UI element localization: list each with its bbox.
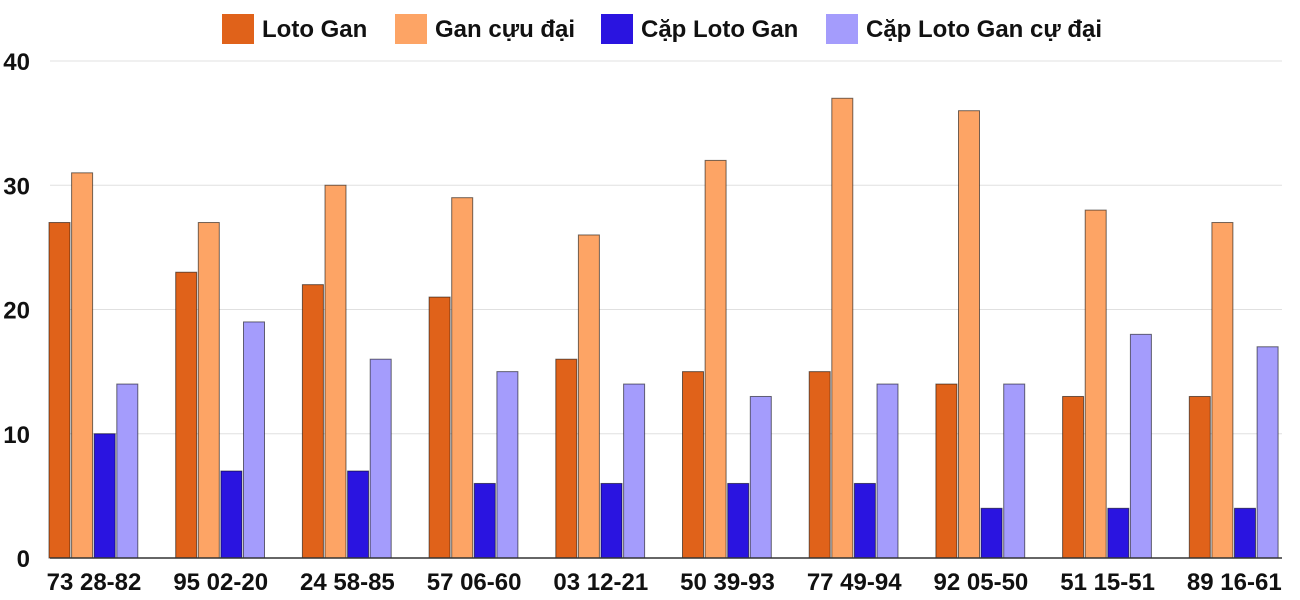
x-tick-label: 89 16-61 <box>1187 569 1282 596</box>
y-tick-label: 40 <box>3 49 30 76</box>
bar-group <box>48 172 139 559</box>
legend-label: Cặp Loto Gan cự đại <box>866 16 1102 43</box>
bar <box>1256 346 1279 559</box>
bar <box>369 358 392 559</box>
legend-item: Cặp Loto Gan <box>601 14 798 44</box>
bar <box>1234 507 1256 559</box>
bar <box>808 371 831 559</box>
bar <box>555 358 578 559</box>
x-tick-label: 50 39-93 <box>680 569 775 596</box>
y-axis: 0 10 20 30 40 <box>3 49 30 573</box>
bar <box>876 383 899 559</box>
bar <box>48 222 71 559</box>
bar <box>704 159 727 559</box>
bar <box>93 433 116 559</box>
legend: Loto Gan Gan cựu đại Cặp Loto Gan Cặp Loto … <box>222 14 1102 44</box>
bar <box>451 197 474 559</box>
y-tick-label: 10 <box>3 422 30 449</box>
x-tick-label: 51 15-51 <box>1060 569 1155 596</box>
bar <box>958 110 980 559</box>
x-tick-label: 03 12-21 <box>553 569 648 596</box>
bar <box>1062 395 1085 559</box>
x-tick-label: 77 49-94 <box>807 569 902 596</box>
bar-group <box>1188 222 1279 559</box>
legend-label: Cặp Loto Gan <box>641 16 798 43</box>
bar <box>682 371 704 559</box>
legend-label: Gan cựu đại <box>435 16 575 43</box>
bar <box>116 383 139 559</box>
bar <box>175 271 198 559</box>
bar <box>600 482 623 559</box>
bar-group <box>1062 209 1152 559</box>
x-axis: 73 28-82 95 02-20 24 58-85 57 06-60 03 12-21… <box>47 557 1282 596</box>
legend-swatch <box>222 14 254 44</box>
x-tick-label: 92 05-50 <box>934 569 1029 596</box>
x-tick-label: 73 28-82 <box>47 569 142 596</box>
bar-group <box>555 234 646 559</box>
bar <box>853 482 876 559</box>
bar <box>577 234 600 559</box>
bar <box>473 482 496 559</box>
bar <box>1084 209 1107 559</box>
bars <box>48 97 1279 559</box>
bar <box>301 284 324 559</box>
bar <box>197 222 220 559</box>
bar <box>1003 383 1026 559</box>
bar <box>347 470 370 559</box>
bar <box>623 383 646 559</box>
legend-swatch <box>826 14 858 44</box>
bar <box>243 321 265 559</box>
bar <box>831 97 854 559</box>
bar <box>1188 395 1211 559</box>
legend-swatch <box>395 14 427 44</box>
bar <box>220 470 243 559</box>
x-tick-label: 95 02-20 <box>173 569 268 596</box>
legend-item: Loto Gan <box>222 14 367 44</box>
legend-swatch <box>601 14 633 44</box>
bar <box>71 172 94 559</box>
bar <box>935 383 958 559</box>
x-tick-label: 24 58-85 <box>300 569 395 596</box>
bar <box>727 482 750 559</box>
y-tick-label: 0 <box>17 546 30 573</box>
bar <box>1211 222 1234 559</box>
bar <box>324 184 347 559</box>
x-tick-label: 57 06-60 <box>427 569 522 596</box>
legend-item: Cặp Loto Gan cự đại <box>826 14 1102 44</box>
bar-group <box>682 159 772 559</box>
legend-label: Loto Gan <box>262 16 367 43</box>
bar <box>980 507 1003 559</box>
y-tick-label: 20 <box>3 298 30 325</box>
bar-group <box>301 184 392 559</box>
bar-group <box>175 222 265 559</box>
bar <box>1129 333 1152 559</box>
bar-group <box>935 110 1026 559</box>
bar-group <box>808 97 899 559</box>
bar <box>749 395 772 559</box>
bar-group <box>428 197 519 559</box>
y-tick-label: 30 <box>3 173 30 200</box>
legend-item: Gan cựu đại <box>395 14 575 44</box>
bar <box>428 296 451 559</box>
bar <box>1107 507 1130 559</box>
bar <box>496 371 519 559</box>
